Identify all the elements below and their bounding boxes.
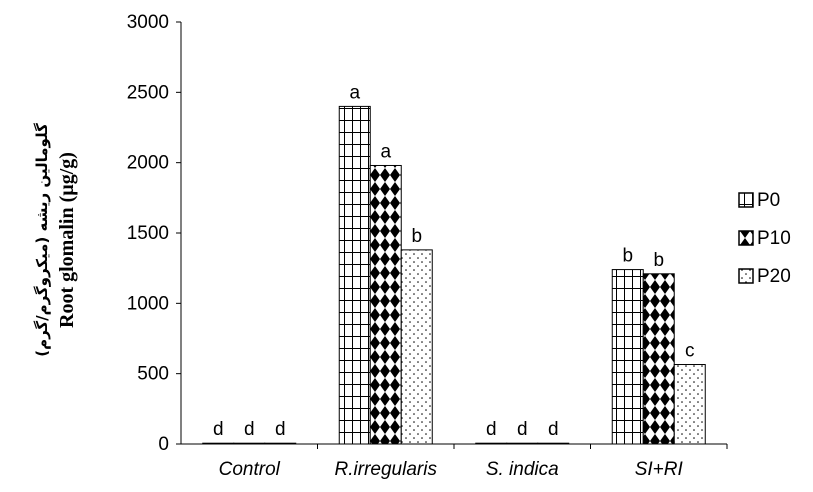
y-tick-label: 3000 (127, 12, 169, 33)
legend-label: P10 (757, 228, 791, 249)
significance-letter: b (411, 226, 422, 247)
legend-swatch-p10 (738, 230, 754, 246)
y-tick-label: 0 (158, 434, 169, 455)
significance-letter: d (213, 419, 224, 440)
bar-p20-1 (400, 249, 433, 445)
category-label: Control (219, 459, 281, 480)
legend-label: P0 (757, 190, 780, 211)
bar-p0-3 (611, 269, 644, 445)
significance-letter: b (622, 246, 633, 267)
significance-letter: a (380, 141, 391, 162)
y-axis-label-secondary: گلومالین ریشه (میکروگرم/گرم) (33, 123, 51, 357)
bar-p10-3 (642, 273, 675, 445)
legend-swatch-p20 (738, 268, 754, 284)
bar-p0-1 (338, 105, 371, 445)
significance-letter: b (653, 250, 664, 271)
category-label: R.irregularis (335, 459, 438, 480)
y-tick-label: 1500 (127, 223, 169, 244)
y-tick-label: 2500 (127, 82, 169, 103)
y-tick-label: 1000 (127, 293, 169, 314)
bar-p20-3 (673, 364, 706, 445)
significance-letter: d (275, 419, 286, 440)
y-tick-label: 500 (137, 364, 169, 385)
significance-letter: c (685, 341, 695, 362)
significance-letter: d (517, 419, 528, 440)
category-label: SI+RI (635, 459, 684, 480)
legend-swatch-p0 (738, 192, 754, 208)
significance-letter: a (349, 82, 360, 103)
bar-p10-1 (369, 164, 402, 445)
y-tick-label: 2000 (127, 153, 169, 174)
significance-letter: d (548, 419, 559, 440)
significance-letter: d (486, 419, 497, 440)
significance-letter: d (244, 419, 255, 440)
legend-label: P20 (757, 266, 791, 287)
y-axis-label: Root glomalin (µg/g) (56, 152, 78, 328)
category-label: S. indica (486, 459, 559, 480)
